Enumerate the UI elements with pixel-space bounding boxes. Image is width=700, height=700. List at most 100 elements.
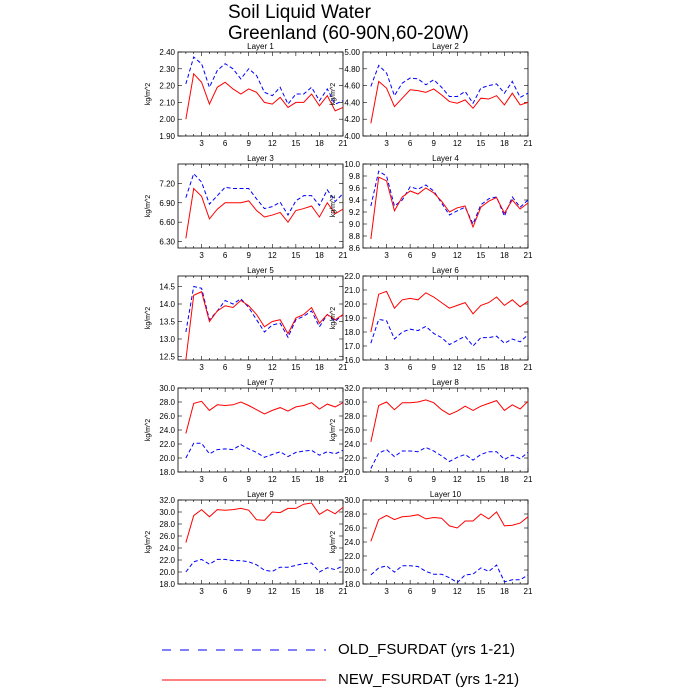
x-tick-label: 18: [315, 139, 324, 148]
panel-title: Layer 6: [432, 266, 459, 275]
series-line-old: [185, 56, 344, 106]
panel-title: Layer 4: [432, 154, 459, 163]
panel-title: Layer 5: [247, 266, 274, 275]
series-line-new: [185, 187, 344, 239]
y-tick-label: 18.0: [344, 328, 360, 337]
x-tick-label: 15: [476, 475, 485, 484]
x-tick-label: 9: [431, 475, 436, 484]
y-axis-label: kg/m^2: [330, 83, 337, 105]
x-tick-label: 18: [315, 587, 324, 596]
y-tick-label: 2.30: [159, 65, 175, 74]
y-tick-label: 22.0: [159, 556, 175, 565]
y-tick-label: 24.0: [344, 440, 360, 449]
y-tick-label: 18.0: [344, 580, 360, 589]
y-tick-label: 28.0: [159, 520, 175, 529]
y-tick-label: 2.40: [159, 48, 175, 57]
x-tick-label: 21: [339, 251, 348, 260]
x-tick-label: 3: [384, 251, 389, 260]
series-line-old: [370, 318, 529, 347]
y-tick-label: 22.0: [344, 552, 360, 561]
series-line-old: [185, 285, 344, 339]
series-line-old: [185, 172, 344, 217]
y-tick-label: 20.0: [159, 454, 175, 463]
chart-title: Soil Liquid Water: [228, 2, 371, 23]
y-tick-label: 30.0: [344, 496, 360, 505]
panel-frame: [177, 275, 344, 361]
legend-item-old: OLD_FSURDAT (yrs 1-21): [160, 640, 540, 660]
y-axis-label: kg/m^2: [145, 83, 152, 105]
y-axis-label: kg/m^2: [330, 419, 337, 441]
panel-layer-10: Layer 103 6 9 12 15 18 2118.020.022.024.026.02…: [330, 490, 533, 596]
panel-frame: [362, 51, 529, 137]
y-tick-label: 22.0: [344, 272, 360, 281]
x-tick-label: 21: [339, 363, 348, 372]
series-line-new: [185, 502, 344, 543]
x-tick-label: 12: [453, 587, 462, 596]
x-tick-label: 12: [268, 475, 277, 484]
x-tick-label: 18: [500, 363, 509, 372]
x-tick-label: 3: [384, 587, 389, 596]
panel-frame: [177, 51, 344, 137]
y-tick-label: 30.0: [159, 384, 175, 393]
series-line-new: [370, 176, 529, 240]
x-tick-label: 12: [268, 251, 277, 260]
y-axis-label: kg/m^2: [145, 419, 152, 441]
x-tick-label: 9: [246, 139, 251, 148]
x-tick-label: 18: [500, 139, 509, 148]
panel-frame: [362, 499, 529, 585]
y-tick-label: 2.20: [159, 82, 175, 91]
x-tick-label: 9: [246, 587, 251, 596]
x-tick-label: 15: [476, 587, 485, 596]
x-tick-label: 3: [199, 251, 204, 260]
panel-frame: [177, 163, 344, 249]
y-tick-label: 28.0: [159, 398, 175, 407]
y-tick-label: 8.8: [349, 232, 361, 241]
x-tick-label: 6: [223, 139, 228, 148]
x-tick-label: 3: [199, 475, 204, 484]
x-tick-label: 9: [246, 363, 251, 372]
y-tick-label: 4.00: [344, 132, 360, 141]
x-tick-label: 18: [315, 251, 324, 260]
y-tick-label: 9.0: [349, 220, 361, 229]
legend-item-new: NEW_FSURDAT (yrs 1-21): [160, 670, 540, 690]
y-tick-label: 9.2: [349, 208, 361, 217]
panel-layer-9: Layer 9 3 6 9 12 15 18 21 18.0 20.0 22.0 24.0 26.0 28…: [145, 490, 348, 596]
panel-title: Layer 10: [430, 490, 462, 499]
y-tick-label: 4.40: [344, 98, 360, 107]
y-tick-label: 18.0: [159, 468, 175, 477]
x-tick-label: 9: [246, 475, 251, 484]
y-axis-label: kg/m^2: [145, 195, 152, 217]
y-axis-label: kg/m^2: [145, 531, 152, 553]
x-tick-label: 9: [431, 363, 436, 372]
y-tick-label: 7.20: [159, 179, 175, 188]
x-tick-label: 6: [223, 587, 228, 596]
x-tick-label: 3: [199, 363, 204, 372]
y-tick-label: 12.5: [159, 353, 175, 362]
x-tick-label: 3: [384, 139, 389, 148]
y-tick-label: 20.0: [344, 468, 360, 477]
y-tick-label: 10.0: [344, 160, 360, 169]
y-tick-label: 9.4: [349, 196, 361, 205]
panel-title: Layer 1: [247, 42, 274, 51]
x-tick-label: 6: [223, 251, 228, 260]
y-tick-label: 21.0: [344, 286, 360, 295]
panel-frame: [177, 387, 344, 473]
panel-layer-7: Layer 7 3 6 9 12 15 18 21 18.0 20.0 22.0 24.0 26.0 28…: [145, 378, 348, 484]
y-tick-label: 30.0: [344, 398, 360, 407]
series-line-old: [370, 446, 529, 469]
x-tick-label: 12: [453, 251, 462, 260]
y-tick-label: 14.5: [159, 283, 175, 292]
y-tick-label: 6.90: [159, 199, 175, 208]
y-tick-label: 24.0: [159, 544, 175, 553]
y-tick-label: 32.0: [159, 496, 175, 505]
panel-layer-6: Layer 63 6 9 12 15 18 2116.017.018.019.020.021…: [330, 266, 533, 372]
x-tick-label: 21: [524, 139, 533, 148]
x-tick-label: 6: [408, 251, 413, 260]
x-tick-label: 21: [339, 139, 348, 148]
y-axis-label: kg/m^2: [330, 531, 337, 553]
x-tick-label: 15: [476, 139, 485, 148]
y-tick-label: 22.0: [344, 454, 360, 463]
panel-title: Layer 8: [432, 378, 459, 387]
y-tick-label: 6.60: [159, 218, 175, 227]
